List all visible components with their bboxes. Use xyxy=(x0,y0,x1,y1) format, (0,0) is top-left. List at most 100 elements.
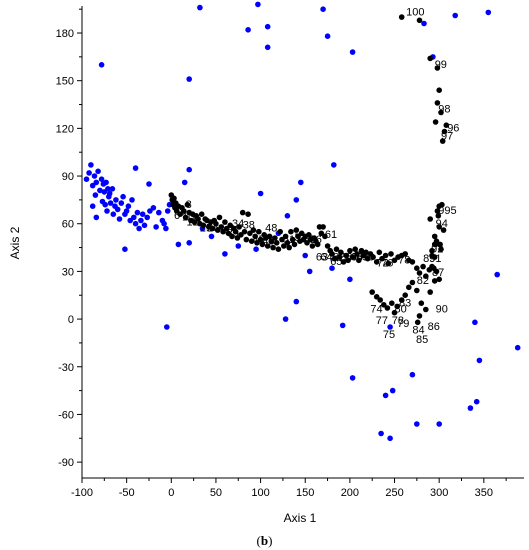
data-point-series-0 xyxy=(98,176,105,182)
point-label: 48 xyxy=(265,223,277,235)
data-point-series-0 xyxy=(414,421,420,427)
point-label: 66 xyxy=(340,251,352,263)
data-point-series-0 xyxy=(113,197,119,203)
data-point-series-1 xyxy=(171,195,177,202)
data-point-series-1 xyxy=(200,222,207,229)
data-point-series-1 xyxy=(347,247,353,254)
point-label: 51 xyxy=(283,234,295,246)
data-point-series-0 xyxy=(91,173,98,179)
data-point-series-1 xyxy=(416,17,423,24)
point-label: 98 xyxy=(438,104,450,116)
data-point-series-1 xyxy=(370,254,376,260)
data-point-series-1 xyxy=(427,216,434,222)
data-point-series-0 xyxy=(485,9,492,16)
data-point-series-1 xyxy=(345,257,351,264)
data-point-series-1 xyxy=(254,240,260,246)
y-tick-label: 120 xyxy=(56,123,74,135)
data-point-series-1 xyxy=(252,233,258,240)
data-point-series-0 xyxy=(264,23,271,30)
data-point-series-0 xyxy=(302,252,309,259)
data-point-series-0 xyxy=(125,203,132,209)
data-point-series-0 xyxy=(120,193,126,200)
point-label: 995 xyxy=(438,205,456,217)
data-point-series-0 xyxy=(389,387,396,394)
data-point-series-1 xyxy=(184,201,191,208)
data-point-series-1 xyxy=(245,211,251,217)
data-point-series-0 xyxy=(186,240,192,246)
data-point-series-1 xyxy=(270,244,276,251)
data-point-series-0 xyxy=(331,162,337,168)
data-point-series-0 xyxy=(306,268,313,275)
data-point-series-1 xyxy=(314,241,321,248)
data-point-series-0 xyxy=(132,165,139,171)
data-point-series-1 xyxy=(434,65,441,71)
data-point-series-0 xyxy=(95,168,101,175)
data-point-series-1 xyxy=(416,270,423,276)
data-point-series-0 xyxy=(92,192,99,198)
data-point-series-1 xyxy=(255,228,262,235)
data-point-series-1 xyxy=(398,297,405,303)
data-point-series-1 xyxy=(433,268,440,275)
data-point-series-1 xyxy=(322,233,328,240)
data-point-series-1 xyxy=(354,251,360,257)
data-point-series-1 xyxy=(432,119,439,125)
data-point-series-1 xyxy=(388,251,394,257)
point-label: 61 xyxy=(325,229,337,241)
point-label: 79 xyxy=(397,318,409,330)
data-point-series-1 xyxy=(349,254,356,260)
data-point-series-1 xyxy=(241,228,248,235)
x-axis-title: Axis 1 xyxy=(284,511,317,525)
data-point-series-1 xyxy=(250,227,257,233)
data-point-series-0 xyxy=(114,206,121,213)
point-label: 82 xyxy=(417,275,429,287)
data-point-series-0 xyxy=(409,371,416,378)
axes: -100 -50 0 50 100 150 200 250 300 350 -90 -60 -30 0 30… xyxy=(56,6,524,499)
data-point-series-1 xyxy=(427,55,434,62)
data-point-series-1 xyxy=(356,257,362,264)
data-point-series-0 xyxy=(106,190,113,197)
point-label: 56 xyxy=(310,234,322,246)
data-point-series-1 xyxy=(431,254,438,260)
data-point-series-1 xyxy=(402,251,409,257)
data-point-series-1 xyxy=(243,236,250,243)
data-point-series-0 xyxy=(86,170,92,176)
data-point-series-0 xyxy=(132,220,139,227)
data-point-series-1 xyxy=(198,211,205,217)
data-point-series-1 xyxy=(382,252,389,259)
data-point-series-0 xyxy=(298,179,304,186)
point-label: 72 xyxy=(377,258,389,270)
data-point-series-1 xyxy=(177,211,183,217)
data-point-series-1 xyxy=(214,227,221,233)
point-label: 10 xyxy=(182,212,194,224)
data-point-series-0 xyxy=(293,197,300,203)
data-point-series-0 xyxy=(134,209,141,216)
y-tick-label: 60 xyxy=(62,219,74,231)
data-point-series-1 xyxy=(381,302,387,308)
point-label: 89 xyxy=(423,253,435,265)
data-point-series-0 xyxy=(110,211,117,217)
x-tick-label: 200 xyxy=(341,487,359,499)
point-label: 43 xyxy=(262,235,274,247)
point-label: 86 xyxy=(428,321,440,333)
data-point-series-0 xyxy=(349,49,356,55)
data-point-series-1 xyxy=(182,214,189,221)
caption-open: ( xyxy=(256,533,261,548)
data-point-series-1 xyxy=(423,273,429,280)
data-point-series-1 xyxy=(414,319,421,326)
data-point-series-0 xyxy=(123,208,130,214)
data-point-series-0 xyxy=(186,166,192,173)
data-point-series-1 xyxy=(304,240,310,246)
data-points xyxy=(83,1,521,442)
data-point-series-1 xyxy=(281,243,287,249)
data-point-series-0 xyxy=(472,319,478,326)
data-point-series-1 xyxy=(329,251,335,257)
data-point-series-1 xyxy=(257,236,264,243)
data-point-series-0 xyxy=(253,246,259,252)
data-point-series-1 xyxy=(427,289,434,295)
data-point-series-0 xyxy=(197,4,203,11)
data-point-series-0 xyxy=(320,6,326,12)
y-tick-label: 0 xyxy=(68,314,74,326)
data-point-series-1 xyxy=(443,122,450,128)
data-point-series-0 xyxy=(421,20,427,27)
data-point-series-1 xyxy=(336,254,343,260)
